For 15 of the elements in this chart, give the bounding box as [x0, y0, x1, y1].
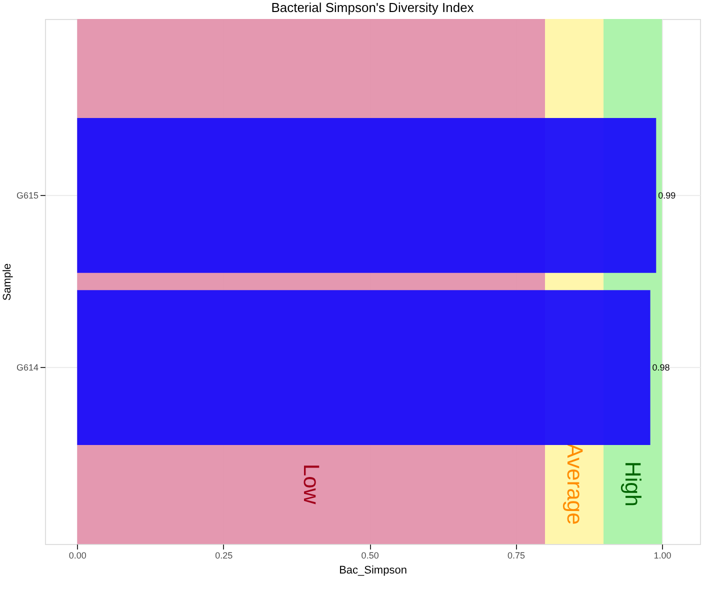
- data-label: 0.99: [658, 190, 676, 200]
- x-tick-label: 0.25: [215, 550, 233, 560]
- x-axis-title: Bac_Simpson: [339, 564, 407, 576]
- x-tick-label: 0.00: [68, 550, 86, 560]
- chart-title: Bacterial Simpson's Diversity Index: [271, 0, 474, 15]
- band-label: Low: [299, 464, 324, 504]
- y-axis-title: Sample: [1, 263, 14, 301]
- x-tick-label: 0.75: [508, 550, 526, 560]
- data-label: 0.98: [652, 362, 670, 373]
- x-tick-label: 1.00: [654, 550, 672, 560]
- y-tick-label: G614: [16, 362, 38, 373]
- band-label: High: [620, 461, 646, 507]
- band-label: Average: [562, 443, 588, 525]
- y-tick-label: G615: [16, 190, 38, 200]
- x-tick-label: 0.50: [361, 550, 379, 560]
